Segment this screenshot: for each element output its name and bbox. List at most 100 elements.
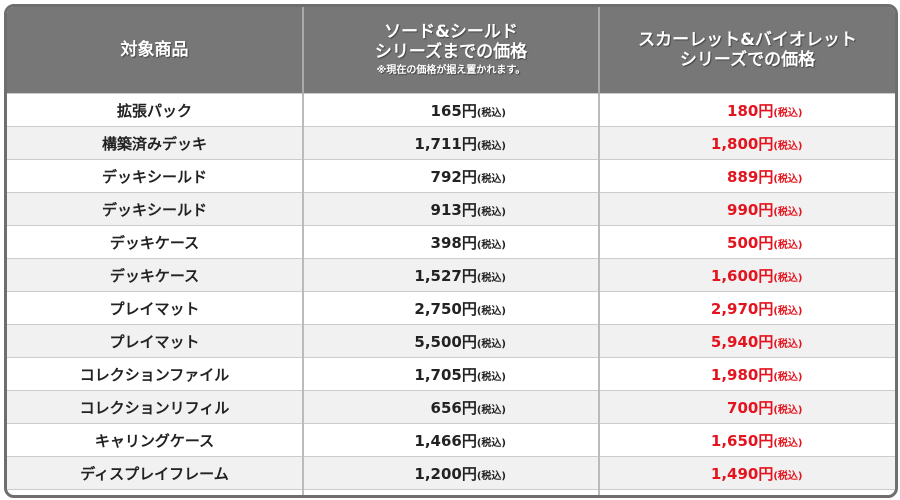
old-price-value: 1,200円 bbox=[414, 464, 477, 483]
tax-label: (税込) bbox=[476, 371, 506, 383]
item-name: プレイマット bbox=[7, 291, 303, 325]
item-name: キャリングケース bbox=[7, 423, 303, 457]
new-price: 1,800円(税込) bbox=[598, 126, 895, 160]
tax-label: (税込) bbox=[773, 272, 803, 284]
item-name: コレクションファイル bbox=[7, 357, 303, 391]
tax-label: (税込) bbox=[476, 140, 506, 152]
table-row: コレクションリフィル 656円(税込) 700円(税込) bbox=[7, 390, 895, 424]
item-name: アクリルダメカン bbox=[7, 489, 303, 495]
table-row: デッキシールド 913円(税込) 990円(税込) bbox=[7, 192, 895, 226]
tax-label: (税込) bbox=[476, 107, 506, 119]
new-price: 1,650円(税込) bbox=[598, 423, 895, 457]
old-price: 1,705円(税込) bbox=[302, 357, 599, 391]
header-old-price: ソード&シールド シリーズまでの価格 ※現在の価格が据え置かれます。 bbox=[302, 7, 599, 94]
old-price-value: 2,750円 bbox=[414, 299, 477, 318]
new-price: 990円(税込) bbox=[598, 192, 895, 226]
header-new-price: スカーレット&バイオレット シリーズでの価格 bbox=[598, 7, 895, 94]
header-new-line2: シリーズでの価格 bbox=[679, 50, 816, 70]
old-price: 913円(税込) bbox=[302, 192, 599, 226]
new-price-value: 500円 bbox=[727, 233, 774, 252]
tax-label: (税込) bbox=[476, 404, 506, 416]
old-price: 792円(税込) bbox=[302, 159, 599, 193]
tax-label: (税込) bbox=[476, 239, 506, 251]
tax-label: (税込) bbox=[773, 140, 803, 152]
item-name: デッキケース bbox=[7, 225, 303, 259]
old-price: 5,500円(税込) bbox=[302, 324, 599, 358]
item-name: コレクションリフィル bbox=[7, 390, 303, 424]
tax-label: (税込) bbox=[773, 470, 803, 482]
table-row: キャリングケース 1,466円(税込) 1,650円(税込) bbox=[7, 423, 895, 457]
tax-label: (税込) bbox=[773, 404, 803, 416]
old-price-value: 165円 bbox=[430, 101, 477, 120]
old-price: 165円(税込) bbox=[302, 93, 599, 127]
new-price: 1,600円(税込) bbox=[598, 258, 895, 292]
header-old-line1: ソード&シールド bbox=[384, 22, 518, 42]
tax-label: (税込) bbox=[476, 206, 506, 218]
tax-label: (税込) bbox=[476, 173, 506, 185]
table-row: アクリルダメカン 605円(税込) 660円(税込) bbox=[7, 489, 895, 499]
old-price-value: 1,527円 bbox=[414, 266, 477, 285]
new-price-value: 700円 bbox=[727, 398, 774, 417]
tax-label: (税込) bbox=[773, 206, 803, 218]
new-price-value: 1,980円 bbox=[710, 365, 774, 384]
new-price: 1,490円(税込) bbox=[598, 456, 895, 490]
item-name: デッキケース bbox=[7, 258, 303, 292]
header-row: 対象商品 ソード&シールド シリーズまでの価格 ※現在の価格が据え置かれます。 スカ… bbox=[7, 7, 895, 94]
tax-label: (税込) bbox=[476, 338, 506, 350]
table-row: ディスプレイフレーム 1,200円(税込) 1,490円(税込) bbox=[7, 456, 895, 490]
old-price: 1,527円(税込) bbox=[302, 258, 599, 292]
new-price-value: 2,970円 bbox=[710, 299, 774, 318]
old-price-value: 398円 bbox=[430, 233, 477, 252]
old-price-value: 5,500円 bbox=[414, 332, 477, 351]
tax-label: (税込) bbox=[773, 338, 803, 350]
new-price: 889円(税込) bbox=[598, 159, 895, 193]
new-price-value: 1,800円 bbox=[710, 134, 774, 153]
price-table-container: 対象商品 ソード&シールド シリーズまでの価格 ※現在の価格が据え置かれます。 スカ… bbox=[4, 4, 898, 498]
tax-label: (税込) bbox=[476, 470, 506, 482]
new-price-value: 1,490円 bbox=[710, 464, 774, 483]
new-price: 5,940円(税込) bbox=[598, 324, 895, 358]
new-price-value: 990円 bbox=[727, 200, 774, 219]
new-price: 500円(税込) bbox=[598, 225, 895, 259]
tax-label: (税込) bbox=[773, 371, 803, 383]
old-price: 398円(税込) bbox=[302, 225, 599, 259]
old-price-value: 913円 bbox=[430, 200, 477, 219]
table-row: コレクションファイル 1,705円(税込) 1,980円(税込) bbox=[7, 357, 895, 391]
item-name: デッキシールド bbox=[7, 159, 303, 193]
new-price-value: 1,650円 bbox=[710, 431, 774, 450]
old-price: 605円(税込) bbox=[302, 489, 599, 495]
new-price: 2,970円(税込) bbox=[598, 291, 895, 325]
old-price: 1,711円(税込) bbox=[302, 126, 599, 160]
new-price: 180円(税込) bbox=[598, 93, 895, 127]
old-price-value: 656円 bbox=[430, 398, 477, 417]
tax-label: (税込) bbox=[773, 173, 803, 185]
header-old-line2: シリーズまでの価格 bbox=[374, 42, 528, 62]
tax-label: (税込) bbox=[476, 437, 506, 449]
old-price: 656円(税込) bbox=[302, 390, 599, 424]
item-name: 拡張パック bbox=[7, 93, 303, 127]
tax-label: (税込) bbox=[476, 272, 506, 284]
new-price-value: 1,600円 bbox=[710, 266, 774, 285]
table-row: デッキシールド 792円(税込) 889円(税込) bbox=[7, 159, 895, 193]
table-row: プレイマット 5,500円(税込) 5,940円(税込) bbox=[7, 324, 895, 358]
tax-label: (税込) bbox=[773, 239, 803, 251]
item-name: ディスプレイフレーム bbox=[7, 456, 303, 490]
price-table: 対象商品 ソード&シールド シリーズまでの価格 ※現在の価格が据え置かれます。 スカ… bbox=[7, 7, 895, 499]
item-name: プレイマット bbox=[7, 324, 303, 358]
tax-label: (税込) bbox=[476, 305, 506, 317]
item-name: 構築済みデッキ bbox=[7, 126, 303, 160]
new-price-value: 180円 bbox=[727, 101, 774, 120]
header-item: 対象商品 bbox=[7, 7, 303, 94]
header-old-note: ※現在の価格が据え置かれます。 bbox=[376, 65, 526, 76]
old-price-value: 1,711円 bbox=[414, 134, 477, 153]
old-price: 2,750円(税込) bbox=[302, 291, 599, 325]
table-row: デッキケース 398円(税込) 500円(税込) bbox=[7, 225, 895, 259]
new-price: 1,980円(税込) bbox=[598, 357, 895, 391]
new-price-value: 660円 bbox=[727, 498, 773, 499]
new-price-value: 889円 bbox=[727, 167, 774, 186]
old-price: 1,200円(税込) bbox=[302, 456, 599, 490]
table-row: デッキケース 1,527円(税込) 1,600円(税込) bbox=[7, 258, 895, 292]
tax-label: (税込) bbox=[773, 437, 803, 449]
table-row: 拡張パック 165円(税込) 180円(税込) bbox=[7, 93, 895, 127]
new-price: 660円(税込) bbox=[598, 489, 895, 499]
